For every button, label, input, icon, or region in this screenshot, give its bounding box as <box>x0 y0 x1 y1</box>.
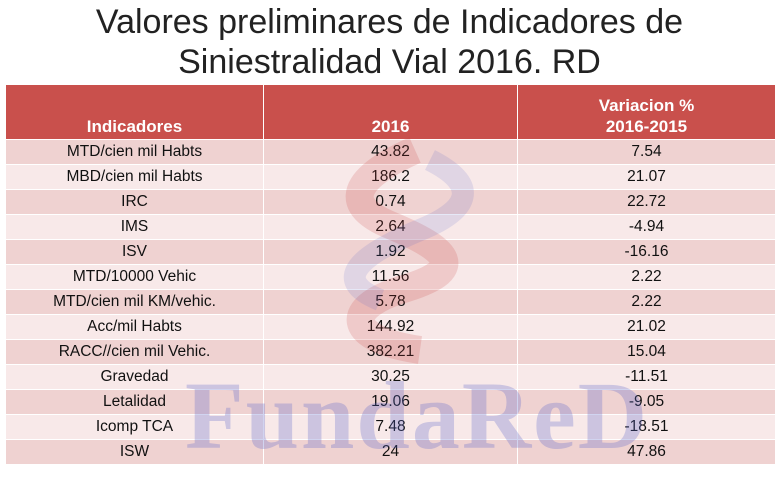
value-cell: 5.78 <box>263 289 518 315</box>
table-row: Acc/mil Habts 144.92 21.02 <box>5 314 776 340</box>
table-row: IMS 2.64 -4.94 <box>5 214 776 240</box>
value-cell: 1.92 <box>263 239 518 265</box>
indicator-cell: Acc/mil Habts <box>5 314 264 340</box>
indicator-cell: IRC <box>5 189 264 215</box>
indicator-cell: MTD/cien mil KM/vehic. <box>5 289 264 315</box>
header-row: Indicadores 2016 Variacion % 2016-2015 <box>5 84 776 140</box>
table-row: MTD/cien mil Habts 43.82 7.54 <box>5 139 776 165</box>
value-cell: 24 <box>263 439 518 465</box>
value-cell: 382.21 <box>263 339 518 365</box>
value-cell: 2.22 <box>517 264 776 290</box>
table-row: Letalidad 19.06 -9.05 <box>5 389 776 415</box>
value-cell: 21.07 <box>517 164 776 190</box>
value-cell: -4.94 <box>517 214 776 240</box>
indicator-cell: MTD/10000 Vehic <box>5 264 264 290</box>
value-cell: -18.51 <box>517 414 776 440</box>
header-cell: 2016 <box>263 84 518 140</box>
indicator-cell: MTD/cien mil Habts <box>5 139 264 165</box>
table-row: ISV 1.92 -16.16 <box>5 239 776 265</box>
value-cell: 2.64 <box>263 214 518 240</box>
header-line: 2016-2015 <box>605 117 688 136</box>
table-row: MTD/cien mil KM/vehic. 5.78 2.22 <box>5 289 776 315</box>
table-row: MBD/cien mil Habts 186.2 21.07 <box>5 164 776 190</box>
value-cell: 22.72 <box>517 189 776 215</box>
value-cell: 0.74 <box>263 189 518 215</box>
table-row: Gravedad 30.25 -11.51 <box>5 364 776 390</box>
value-cell: 43.82 <box>263 139 518 165</box>
table-body: MTD/cien mil Habts 43.82 7.54 MBD/cien mil … <box>5 139 776 465</box>
value-cell: 7.54 <box>517 139 776 165</box>
value-cell: 186.2 <box>263 164 518 190</box>
indicator-cell: RACC//cien mil Vehic. <box>5 339 264 365</box>
value-cell: 47.86 <box>517 439 776 465</box>
header-cell: Indicadores <box>5 84 264 140</box>
indicator-cell: IMS <box>5 214 264 240</box>
indicator-cell: ISW <box>5 439 264 465</box>
table-row: ISW 24 47.86 <box>5 439 776 465</box>
value-cell: 30.25 <box>263 364 518 390</box>
value-cell: 15.04 <box>517 339 776 365</box>
indicator-cell: ISV <box>5 239 264 265</box>
value-cell: 144.92 <box>263 314 518 340</box>
value-cell: 19.06 <box>263 389 518 415</box>
indicator-cell: Letalidad <box>5 389 264 415</box>
value-cell: -11.51 <box>517 364 776 390</box>
title: Valores preliminares de Indicadores de S… <box>0 2 779 82</box>
value-cell: -9.05 <box>517 389 776 415</box>
value-cell: 11.56 <box>263 264 518 290</box>
value-cell: 7.48 <box>263 414 518 440</box>
header-line: Variacion % <box>598 96 695 115</box>
title-line: Siniestralidad Vial 2016. RD <box>178 43 601 81</box>
table: Indicadores 2016 Variacion % 2016-2015 MT… <box>5 84 776 465</box>
table-row: Icomp TCA 7.48 -18.51 <box>5 414 776 440</box>
table-row: MTD/10000 Vehic 11.56 2.22 <box>5 264 776 290</box>
value-cell: 2.22 <box>517 289 776 315</box>
table-row: IRC 0.74 22.72 <box>5 189 776 215</box>
table-row: RACC//cien mil Vehic. 382.21 15.04 <box>5 339 776 365</box>
header-cell: Variacion % 2016-2015 <box>517 84 776 140</box>
title-line: Valores preliminares de Indicadores de <box>95 3 684 41</box>
indicator-cell: Gravedad <box>5 364 264 390</box>
indicator-cell: MBD/cien mil Habts <box>5 164 264 190</box>
indicator-cell: Icomp TCA <box>5 414 264 440</box>
value-cell: 21.02 <box>517 314 776 340</box>
value-cell: -16.16 <box>517 239 776 265</box>
